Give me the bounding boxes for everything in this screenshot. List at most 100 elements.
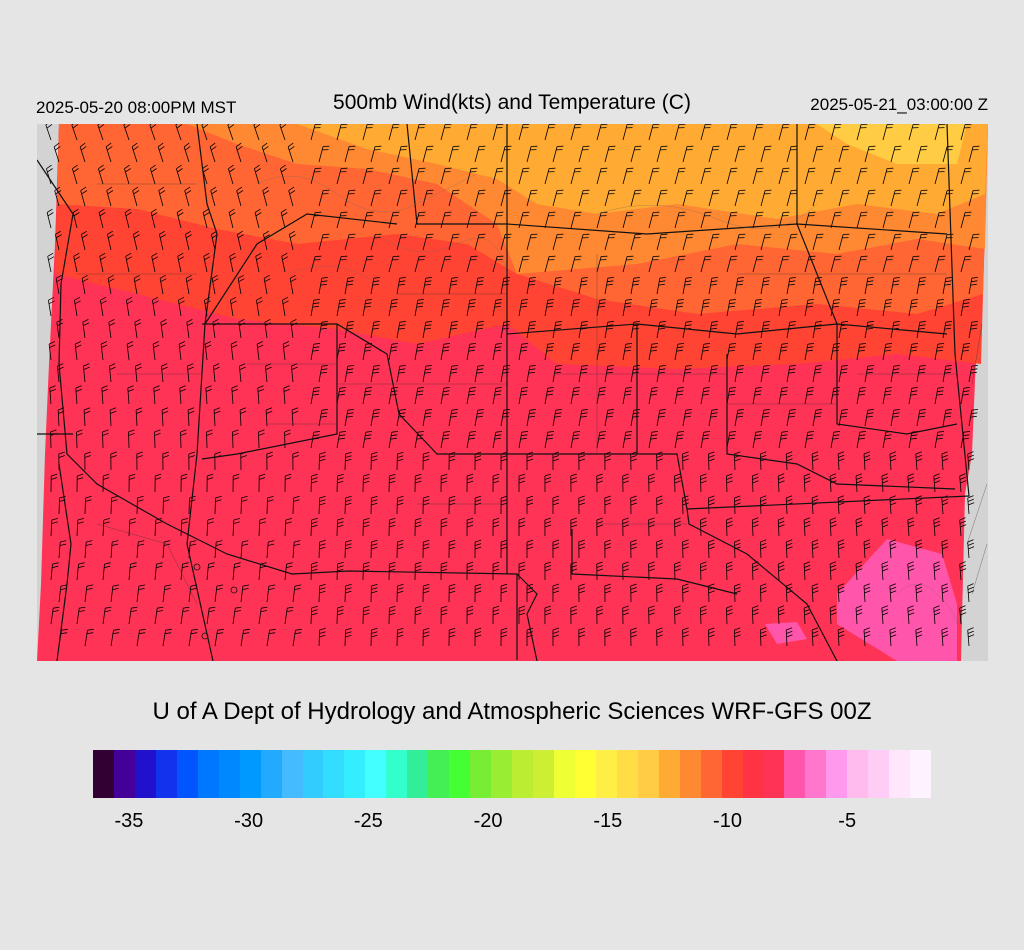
wind-barb xyxy=(622,167,634,185)
wind-barb xyxy=(492,167,504,185)
wind-barb xyxy=(882,255,894,273)
wind-barb xyxy=(279,124,287,141)
wind-barb xyxy=(46,208,54,229)
wind-barb xyxy=(881,473,889,493)
wind-barb xyxy=(959,561,967,581)
wind-barb xyxy=(206,473,214,493)
wind-barb xyxy=(422,321,433,339)
wind-barb xyxy=(518,431,529,449)
wind-barb xyxy=(98,164,105,185)
wind-barb xyxy=(656,145,668,163)
wind-barb xyxy=(202,208,210,229)
wind-barb xyxy=(396,321,407,339)
wind-barb xyxy=(203,252,211,273)
wind-barb xyxy=(648,211,660,229)
wind-barb xyxy=(759,627,767,647)
wind-barb xyxy=(734,539,741,559)
colorbar-swatch xyxy=(155,750,177,798)
wind-barb xyxy=(76,606,86,625)
wind-barb xyxy=(630,321,641,339)
wind-barb xyxy=(856,124,868,141)
wind-barb xyxy=(907,517,915,537)
colorbar-swatch xyxy=(218,750,240,798)
wind-barb xyxy=(916,321,927,339)
wind-barb xyxy=(838,233,850,251)
wind-barb xyxy=(630,583,637,603)
wind-barb xyxy=(72,164,79,185)
wind-barb xyxy=(726,605,733,625)
wind-barb xyxy=(232,606,242,625)
wind-barb xyxy=(240,540,249,559)
wind-barb xyxy=(228,208,236,229)
wind-barb xyxy=(183,142,191,163)
wind-barb xyxy=(941,539,949,559)
wind-barb xyxy=(448,145,460,163)
wind-barb xyxy=(440,124,452,141)
wind-barb xyxy=(656,189,668,207)
wind-barb xyxy=(596,255,608,273)
wind-barb xyxy=(656,495,663,515)
wind-barb xyxy=(150,208,158,229)
wind-barb xyxy=(570,387,581,405)
wind-barb xyxy=(812,409,823,427)
wind-barb xyxy=(622,343,633,361)
wind-barb xyxy=(786,321,797,339)
wind-barb xyxy=(136,495,144,515)
wind-barb xyxy=(180,606,190,625)
wind-barb xyxy=(544,211,556,229)
wind-barb xyxy=(915,627,923,647)
wind-barb xyxy=(708,277,719,295)
wind-barb xyxy=(778,431,789,449)
wind-barb xyxy=(700,124,712,141)
wind-barb xyxy=(396,583,404,603)
wind-barb xyxy=(518,255,530,273)
wind-barb xyxy=(232,562,241,581)
wind-barb xyxy=(570,561,578,581)
wind-barb xyxy=(622,387,633,405)
temperature-wind-map xyxy=(37,124,988,661)
wind-barb xyxy=(759,539,767,559)
wind-barb xyxy=(396,451,404,471)
wind-barb xyxy=(682,321,693,339)
wind-barb xyxy=(604,583,611,603)
wind-barb xyxy=(344,365,355,383)
wind-barb xyxy=(526,539,534,558)
wind-barb xyxy=(648,605,655,625)
wind-barb xyxy=(578,145,590,163)
wind-barb xyxy=(179,385,187,405)
wind-barb xyxy=(751,517,759,537)
wind-barb xyxy=(474,451,482,471)
wind-barb xyxy=(804,124,816,141)
wind-barb xyxy=(544,255,556,273)
wind-barb xyxy=(786,233,798,251)
wind-barb xyxy=(856,387,867,405)
wind-barb xyxy=(604,627,611,647)
wind-barb xyxy=(934,431,945,449)
wind-barb xyxy=(777,561,785,581)
wind-barb xyxy=(837,539,845,559)
wind-barb xyxy=(214,584,224,603)
wind-barb xyxy=(726,299,737,317)
wind-barb xyxy=(84,451,91,471)
wind-barb xyxy=(76,518,85,537)
wind-barb xyxy=(100,341,108,361)
wind-barb xyxy=(58,540,67,559)
wind-barb xyxy=(630,277,641,295)
wind-barb xyxy=(336,343,347,361)
wind-barb xyxy=(674,605,681,625)
wind-barb xyxy=(448,321,459,339)
wind-barb xyxy=(310,473,318,493)
wind-barb xyxy=(336,473,344,493)
wind-barb xyxy=(518,517,526,536)
wind-barb xyxy=(150,164,157,185)
wind-barb xyxy=(933,473,941,493)
wind-barb xyxy=(648,561,655,581)
wind-barb xyxy=(282,296,289,317)
wind-barb xyxy=(362,167,374,185)
wind-barb xyxy=(552,539,560,559)
wind-barb xyxy=(578,233,590,251)
wind-barb xyxy=(855,473,863,493)
wind-barb xyxy=(812,365,823,383)
wind-barb xyxy=(206,562,215,581)
wind-barb xyxy=(370,189,382,207)
